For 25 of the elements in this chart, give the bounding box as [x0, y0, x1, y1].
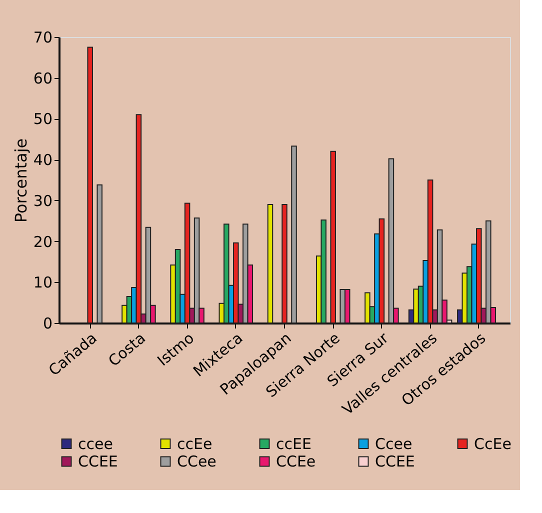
legend-label: ccEe	[177, 434, 212, 453]
y-tick-label: 60	[33, 69, 52, 88]
y-tick-label: 20	[33, 232, 52, 251]
legend-label: Ccee	[375, 434, 412, 453]
bar	[267, 204, 274, 324]
y-tick-label: 40	[33, 151, 52, 170]
legend-label: CCEE	[375, 452, 415, 470]
legend-label: ccEE	[276, 434, 312, 453]
legend-label: CCee	[177, 452, 216, 470]
y-tick-label: 30	[33, 192, 52, 210]
bar	[291, 146, 297, 324]
y-tick-label: 50	[33, 110, 52, 128]
y-axis-title: Porcentaje	[11, 138, 30, 223]
legend-label: CcEe	[474, 434, 512, 453]
y-tick-label: 70	[33, 28, 52, 46]
legend-label: CCEE	[78, 452, 118, 470]
y-tick-label: 0	[42, 314, 52, 332]
legend-label: ccee	[78, 434, 113, 453]
bar	[330, 150, 336, 324]
legend-label: CCEe	[276, 452, 316, 470]
y-tick-label: 10	[33, 274, 52, 292]
bar	[364, 292, 370, 324]
bar	[87, 46, 93, 324]
bar	[96, 184, 102, 324]
bar	[282, 204, 288, 324]
